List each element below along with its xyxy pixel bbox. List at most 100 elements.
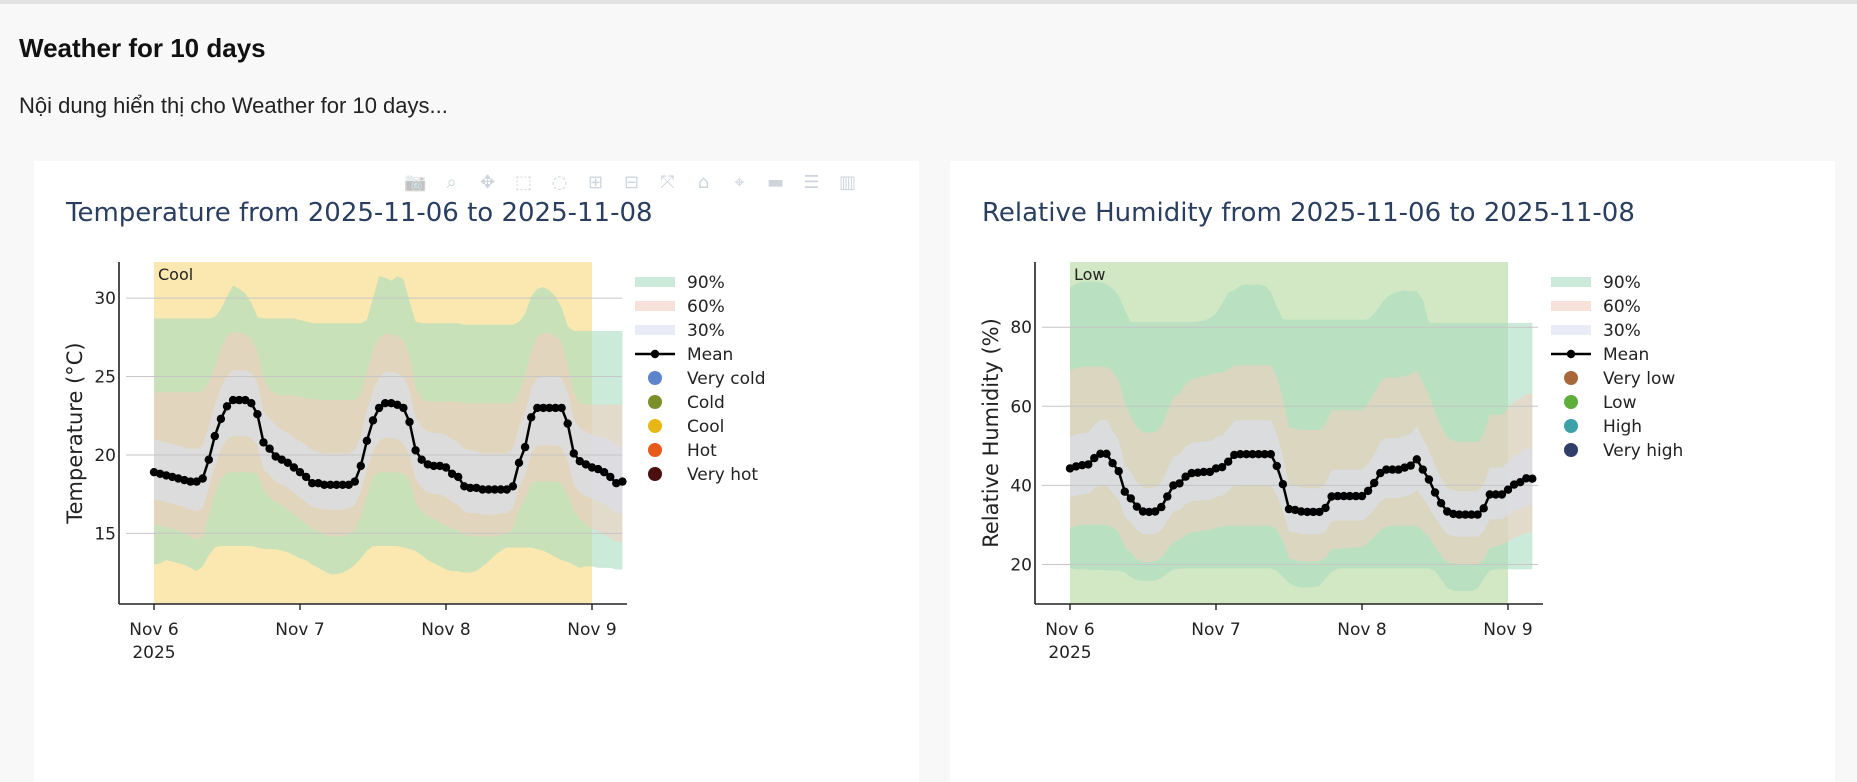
hum-mean-point — [1418, 465, 1427, 474]
hover-closest-icon[interactable]: ▬ — [766, 171, 784, 193]
plotly-logo-icon[interactable]: ▥ — [838, 171, 856, 193]
temp-mean-point — [490, 485, 499, 494]
hover-compare-icon[interactable]: ☰ — [803, 171, 820, 193]
temp-background-band-label: Cool — [158, 265, 193, 284]
hum-y-tick-label: 80 — [1010, 318, 1032, 338]
temp-legend-point-swatch — [650, 349, 660, 359]
hum-mean-point — [1503, 485, 1513, 494]
temp-y-tick-label: 25 — [94, 368, 116, 388]
hum-mean-point — [1309, 507, 1318, 517]
temp-legend-item[interactable]: Cool — [648, 417, 724, 437]
hum-mean-point — [1388, 465, 1397, 474]
temp-legend-label: Hot — [687, 441, 717, 461]
temp-mean-point — [235, 395, 244, 405]
hum-mean-point — [1260, 450, 1269, 459]
hum-mean-point — [1327, 492, 1336, 501]
hum-legend-item[interactable]: Low — [1564, 393, 1637, 413]
hum-mean-point — [1333, 491, 1342, 501]
hum-mean-point — [1436, 499, 1446, 508]
temp-legend-item[interactable]: Very cold — [648, 369, 765, 389]
temp-mean-point — [600, 468, 609, 477]
hum-mean-point — [1363, 486, 1373, 496]
reset-axes-icon[interactable]: ⌂ — [697, 171, 710, 193]
hum-mean-point — [1491, 490, 1500, 499]
hum-mean-point — [1163, 492, 1172, 501]
temp-y-tick-label: 15 — [94, 524, 116, 544]
hum-legend-item[interactable]: 60% — [1551, 297, 1641, 317]
temp-legend-item[interactable]: 60% — [635, 297, 725, 317]
hum-legend-dot — [1564, 443, 1578, 457]
hum-mean-point — [1248, 450, 1257, 459]
hum-mean-point — [1199, 467, 1208, 477]
hum-mean-point — [1473, 510, 1482, 519]
temp-legend-dot — [648, 443, 662, 457]
hum-legend-label: Low — [1603, 393, 1637, 413]
lasso-icon[interactable]: ◌ — [551, 171, 568, 193]
hum-legend-label: Very low — [1603, 369, 1675, 389]
temp-mean-point — [496, 485, 505, 494]
hum-mean-point — [1357, 491, 1367, 501]
autoscale-icon[interactable]: ⤧ — [660, 171, 675, 193]
hum-mean-point — [1132, 502, 1142, 511]
temp-legend-dot — [648, 371, 662, 385]
hum-band-1 — [1070, 365, 1533, 565]
hum-mean-point — [1102, 449, 1111, 458]
hum-mean-point — [1151, 507, 1160, 516]
hum-legend-item[interactable]: 90% — [1551, 273, 1641, 293]
camera-icon[interactable]: 📷 — [404, 171, 427, 193]
hum-legend-item[interactable]: Very low — [1564, 369, 1675, 389]
temperature-chart[interactable]: Temperature from 2025-11-06 to 2025-11-0… — [34, 161, 919, 782]
temp-mean-point — [466, 483, 475, 493]
temp-mean-point — [247, 399, 256, 408]
temp-legend-label: Very hot — [687, 465, 758, 485]
hum-mean-point — [1114, 467, 1123, 476]
zoom-in-icon[interactable]: ⊞ — [587, 171, 604, 193]
temp-legend-item[interactable]: Very hot — [648, 465, 758, 485]
zoom-out-icon[interactable]: ⊟ — [623, 171, 640, 193]
spike-lines-icon[interactable]: ⌖ — [734, 171, 745, 193]
hum-mean-point — [1412, 455, 1421, 464]
hum-chart-title: Relative Humidity from 2025-11-06 to 202… — [982, 198, 1635, 228]
temp-legend-item[interactable]: 90% — [635, 273, 725, 293]
hum-mean-point — [1430, 488, 1440, 497]
hum-mean-point — [1485, 490, 1494, 499]
hum-legend-label: 90% — [1603, 273, 1641, 293]
hum-mean-point — [1297, 507, 1306, 516]
box-select-icon[interactable]: ⬚ — [514, 171, 532, 193]
hum-mean-point — [1224, 457, 1233, 466]
temp-mean-point — [381, 399, 390, 408]
temp-mean-point — [429, 461, 438, 471]
hum-mean-point — [1516, 478, 1525, 487]
zoom-icon[interactable]: ⌕ — [446, 171, 457, 193]
pan-icon[interactable]: ✥ — [479, 171, 496, 193]
temp-mean-point — [368, 416, 378, 425]
temp-mean-point — [569, 449, 578, 458]
hum-legend-item[interactable]: Very high — [1564, 441, 1683, 461]
hum-legend-swatch — [1551, 325, 1591, 335]
temp-legend-item[interactable]: Cold — [648, 393, 725, 413]
hum-mean-point — [1345, 491, 1354, 501]
temp-legend-item[interactable]: 30% — [635, 321, 725, 341]
temp-x-tick-label: Nov 7 — [275, 620, 324, 640]
temp-mean-point — [545, 403, 554, 413]
temp-legend-dot — [648, 395, 662, 409]
hum-x-tick-label: Nov 8 — [1337, 620, 1386, 640]
temp-mean-point — [399, 403, 408, 413]
temp-legend-item[interactable]: Mean — [635, 345, 733, 365]
temp-mean-point — [478, 485, 487, 494]
hum-mean-point — [1236, 450, 1245, 459]
hum-legend-item[interactable]: Mean — [1551, 345, 1649, 365]
hum-legend-item[interactable]: High — [1564, 417, 1642, 437]
temp-mean-point — [527, 413, 536, 422]
hum-mean-point — [1144, 507, 1154, 517]
temp-mean-point — [374, 403, 384, 413]
temp-mean-point — [563, 419, 572, 428]
temp-mean-point — [228, 395, 238, 405]
temp-y-axis-title: Temperature (°C) — [63, 342, 87, 524]
hum-background-band-label: Low — [1074, 265, 1106, 284]
hum-legend-item[interactable]: 30% — [1551, 321, 1641, 341]
humidity-chart[interactable]: Relative Humidity from 2025-11-06 to 202… — [950, 161, 1835, 782]
temp-mean-point — [551, 403, 560, 413]
temp-mean-point — [350, 477, 359, 486]
temp-legend-item[interactable]: Hot — [648, 441, 717, 461]
